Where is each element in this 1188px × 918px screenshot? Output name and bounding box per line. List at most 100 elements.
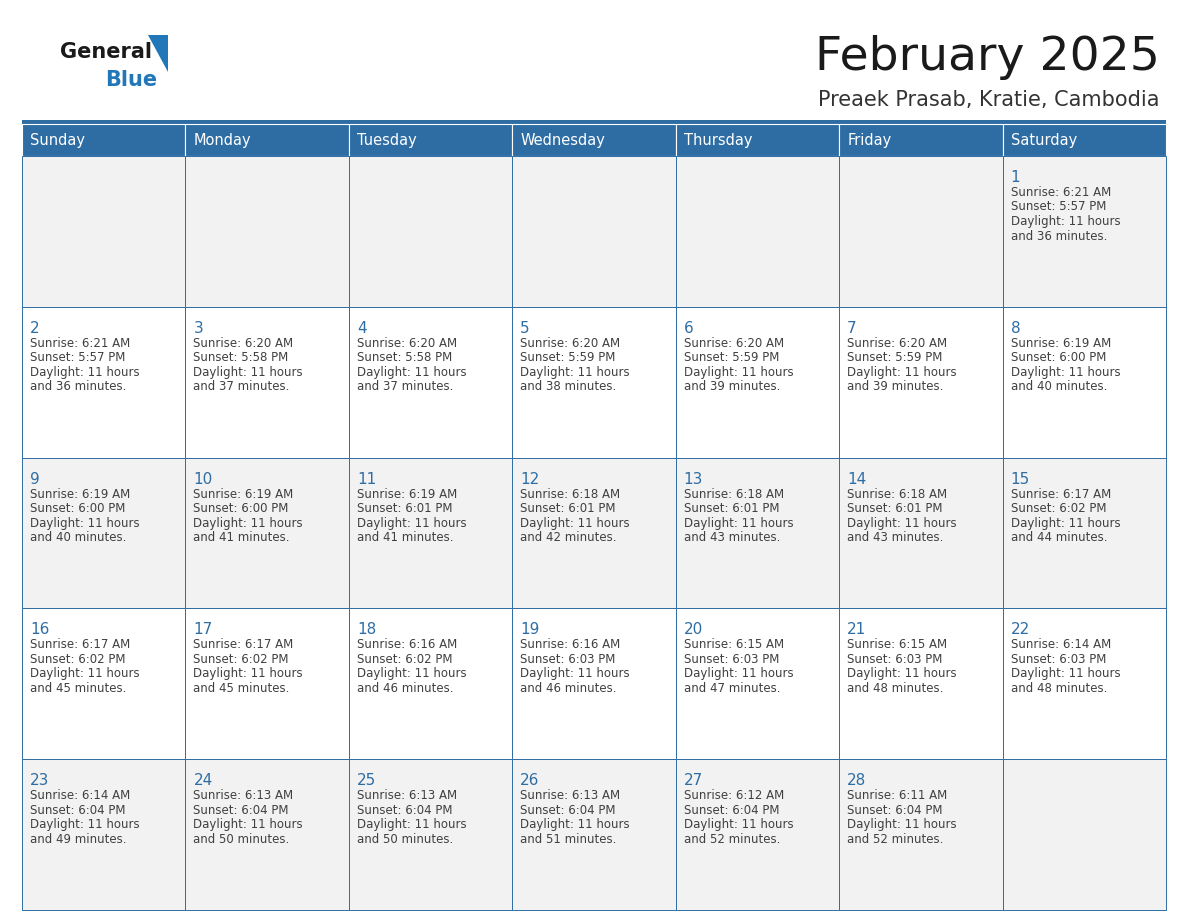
- Text: Sunrise: 6:19 AM: Sunrise: 6:19 AM: [356, 487, 457, 500]
- Text: Sunset: 6:04 PM: Sunset: 6:04 PM: [356, 803, 453, 817]
- Text: and 45 minutes.: and 45 minutes.: [30, 682, 126, 695]
- Text: and 41 minutes.: and 41 minutes.: [356, 532, 454, 544]
- Text: and 36 minutes.: and 36 minutes.: [30, 380, 126, 393]
- Text: and 37 minutes.: and 37 minutes.: [356, 380, 454, 393]
- Text: Daylight: 11 hours: Daylight: 11 hours: [684, 667, 794, 680]
- Text: Sunrise: 6:18 AM: Sunrise: 6:18 AM: [684, 487, 784, 500]
- Text: 21: 21: [847, 622, 866, 637]
- Bar: [839, 457, 1003, 609]
- Bar: [676, 124, 839, 156]
- Text: Sunset: 6:00 PM: Sunset: 6:00 PM: [1011, 352, 1106, 364]
- Text: Sunrise: 6:11 AM: Sunrise: 6:11 AM: [847, 789, 947, 802]
- Bar: [676, 457, 839, 609]
- Text: and 51 minutes.: and 51 minutes.: [520, 833, 617, 845]
- Bar: [839, 609, 1003, 759]
- Text: Sunset: 6:01 PM: Sunset: 6:01 PM: [520, 502, 615, 515]
- Text: Daylight: 11 hours: Daylight: 11 hours: [684, 517, 794, 530]
- Text: 9: 9: [30, 472, 39, 487]
- Text: Blue: Blue: [105, 70, 157, 90]
- Text: Sunset: 6:02 PM: Sunset: 6:02 PM: [30, 653, 126, 666]
- Text: Sunset: 5:58 PM: Sunset: 5:58 PM: [356, 352, 453, 364]
- Text: Sunrise: 6:20 AM: Sunrise: 6:20 AM: [847, 337, 947, 350]
- Text: Daylight: 11 hours: Daylight: 11 hours: [520, 517, 630, 530]
- Text: Daylight: 11 hours: Daylight: 11 hours: [30, 517, 140, 530]
- Text: 19: 19: [520, 622, 539, 637]
- Text: Sunset: 5:58 PM: Sunset: 5:58 PM: [194, 352, 289, 364]
- Text: 26: 26: [520, 773, 539, 789]
- Text: 11: 11: [356, 472, 377, 487]
- Text: Monday: Monday: [194, 132, 251, 148]
- Text: Sunrise: 6:12 AM: Sunrise: 6:12 AM: [684, 789, 784, 802]
- Text: Sunset: 6:00 PM: Sunset: 6:00 PM: [194, 502, 289, 515]
- Text: and 40 minutes.: and 40 minutes.: [1011, 380, 1107, 393]
- Bar: [349, 124, 512, 156]
- Text: 8: 8: [1011, 320, 1020, 336]
- Bar: [185, 609, 349, 759]
- Text: Friday: Friday: [847, 132, 891, 148]
- Text: 16: 16: [30, 622, 50, 637]
- Text: Saturday: Saturday: [1011, 132, 1076, 148]
- Text: Sunset: 6:04 PM: Sunset: 6:04 PM: [684, 803, 779, 817]
- Text: 10: 10: [194, 472, 213, 487]
- Text: 20: 20: [684, 622, 703, 637]
- Bar: [512, 124, 676, 156]
- Text: 1: 1: [1011, 170, 1020, 185]
- Text: Sunset: 6:00 PM: Sunset: 6:00 PM: [30, 502, 126, 515]
- Text: Sunset: 6:02 PM: Sunset: 6:02 PM: [1011, 502, 1106, 515]
- Text: 4: 4: [356, 320, 366, 336]
- Bar: [512, 759, 676, 910]
- Text: Daylight: 11 hours: Daylight: 11 hours: [684, 365, 794, 379]
- Text: Sunset: 5:59 PM: Sunset: 5:59 PM: [684, 352, 779, 364]
- Bar: [1003, 457, 1165, 609]
- Bar: [185, 156, 349, 307]
- Text: 6: 6: [684, 320, 694, 336]
- Bar: [839, 759, 1003, 910]
- Bar: [512, 307, 676, 457]
- Text: Daylight: 11 hours: Daylight: 11 hours: [847, 818, 956, 831]
- Text: and 40 minutes.: and 40 minutes.: [30, 532, 126, 544]
- Text: Sunrise: 6:21 AM: Sunrise: 6:21 AM: [1011, 186, 1111, 199]
- Text: and 36 minutes.: and 36 minutes.: [1011, 230, 1107, 242]
- Text: Sunset: 6:01 PM: Sunset: 6:01 PM: [847, 502, 942, 515]
- Text: Daylight: 11 hours: Daylight: 11 hours: [1011, 215, 1120, 228]
- Bar: [676, 609, 839, 759]
- Text: 2: 2: [30, 320, 39, 336]
- Text: Daylight: 11 hours: Daylight: 11 hours: [356, 667, 467, 680]
- Bar: [23, 124, 185, 156]
- Text: Daylight: 11 hours: Daylight: 11 hours: [30, 818, 140, 831]
- Text: Daylight: 11 hours: Daylight: 11 hours: [356, 818, 467, 831]
- Text: Sunrise: 6:18 AM: Sunrise: 6:18 AM: [520, 487, 620, 500]
- Text: Sunrise: 6:15 AM: Sunrise: 6:15 AM: [847, 638, 947, 652]
- Text: Sunset: 6:04 PM: Sunset: 6:04 PM: [30, 803, 126, 817]
- Text: Daylight: 11 hours: Daylight: 11 hours: [684, 818, 794, 831]
- Bar: [676, 759, 839, 910]
- Text: 27: 27: [684, 773, 703, 789]
- Text: 13: 13: [684, 472, 703, 487]
- Text: General: General: [61, 42, 152, 62]
- Text: 23: 23: [30, 773, 50, 789]
- Text: and 52 minutes.: and 52 minutes.: [847, 833, 943, 845]
- Text: Sunrise: 6:20 AM: Sunrise: 6:20 AM: [194, 337, 293, 350]
- Text: Sunset: 6:01 PM: Sunset: 6:01 PM: [684, 502, 779, 515]
- Bar: [349, 609, 512, 759]
- Text: Daylight: 11 hours: Daylight: 11 hours: [847, 517, 956, 530]
- Bar: [185, 124, 349, 156]
- Text: Daylight: 11 hours: Daylight: 11 hours: [30, 365, 140, 379]
- Text: and 50 minutes.: and 50 minutes.: [356, 833, 453, 845]
- Text: and 39 minutes.: and 39 minutes.: [684, 380, 781, 393]
- Bar: [676, 307, 839, 457]
- Text: Sunrise: 6:20 AM: Sunrise: 6:20 AM: [684, 337, 784, 350]
- Text: Sunrise: 6:19 AM: Sunrise: 6:19 AM: [30, 487, 131, 500]
- Bar: [349, 457, 512, 609]
- Text: Sunrise: 6:17 AM: Sunrise: 6:17 AM: [30, 638, 131, 652]
- Text: and 45 minutes.: and 45 minutes.: [194, 682, 290, 695]
- Text: Sunrise: 6:19 AM: Sunrise: 6:19 AM: [194, 487, 293, 500]
- Text: and 41 minutes.: and 41 minutes.: [194, 532, 290, 544]
- Bar: [185, 307, 349, 457]
- Text: Thursday: Thursday: [684, 132, 752, 148]
- Bar: [1003, 156, 1165, 307]
- Bar: [23, 307, 185, 457]
- Text: Sunrise: 6:17 AM: Sunrise: 6:17 AM: [1011, 487, 1111, 500]
- Text: 18: 18: [356, 622, 377, 637]
- Text: Daylight: 11 hours: Daylight: 11 hours: [1011, 365, 1120, 379]
